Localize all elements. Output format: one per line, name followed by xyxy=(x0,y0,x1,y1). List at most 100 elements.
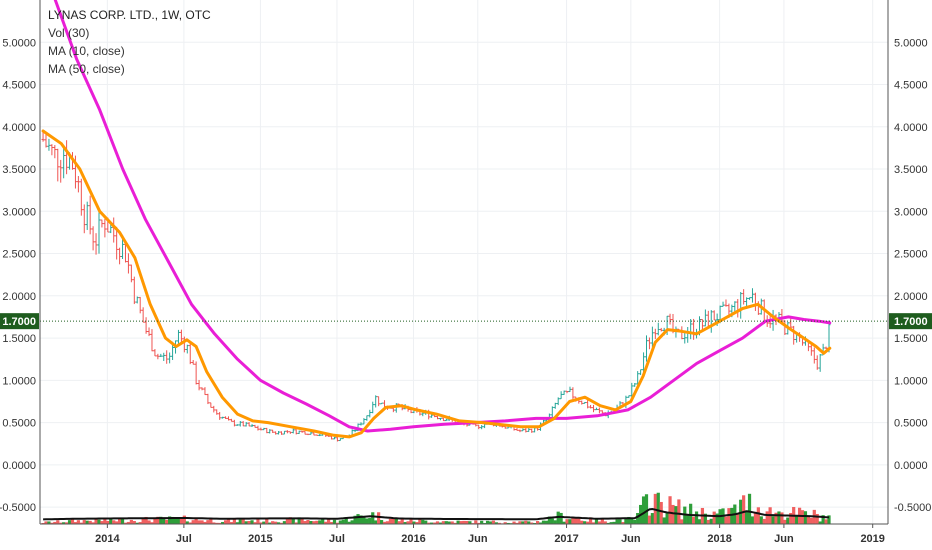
volume-bar xyxy=(117,518,122,524)
volume-bar xyxy=(135,522,139,524)
volume-bar xyxy=(609,522,613,524)
volume-bar xyxy=(203,521,207,524)
volume-bar xyxy=(659,501,663,524)
volume-bar xyxy=(359,515,363,524)
volume-bar xyxy=(268,522,272,524)
last-price-label-right: 1.7000 xyxy=(894,316,928,328)
volume-bar xyxy=(435,521,440,524)
volume-bar xyxy=(138,522,142,524)
x-tick-label: 2017 xyxy=(554,533,578,545)
volume-bar xyxy=(692,516,696,524)
volume-bar xyxy=(103,519,107,524)
volume-bars xyxy=(41,492,831,524)
volume-bar xyxy=(67,520,72,524)
volume-bar xyxy=(97,519,101,524)
volume-bar xyxy=(506,522,510,524)
volume-bar xyxy=(182,515,186,524)
volume-bar xyxy=(497,522,501,524)
volume-bar xyxy=(524,520,528,524)
volume-bar xyxy=(406,521,410,524)
volume-bar xyxy=(215,522,219,524)
volume-bar xyxy=(315,520,319,524)
volume-bar xyxy=(212,522,216,524)
volume-bar xyxy=(821,515,825,524)
volume-bar xyxy=(580,520,584,524)
volume-bar xyxy=(297,517,301,524)
volume-bar xyxy=(427,522,431,524)
volume-bar xyxy=(565,519,569,524)
volume-bar xyxy=(170,516,175,524)
volume-bar xyxy=(444,521,448,524)
volume-bar xyxy=(271,521,275,524)
volume-bar xyxy=(368,518,372,524)
volume-bar xyxy=(621,522,625,524)
volume-bar xyxy=(41,522,45,524)
volume-bar xyxy=(300,518,304,524)
volume-bar xyxy=(591,522,596,524)
volume-bar xyxy=(774,512,778,524)
x-tick-label: Jul xyxy=(176,533,192,545)
volume-bar xyxy=(644,494,649,524)
volume-bar xyxy=(703,513,707,524)
volume-bar xyxy=(188,522,192,524)
volume-bar xyxy=(112,520,116,524)
volume-bar xyxy=(630,517,634,524)
y-tick-label-right: 3.0000 xyxy=(894,206,928,218)
x-tick-label: Jun xyxy=(621,533,641,545)
volume-bar xyxy=(694,511,699,524)
volume-bar xyxy=(765,511,769,524)
volume-bar xyxy=(462,520,466,524)
volume-bar xyxy=(53,521,57,524)
volume-bar xyxy=(326,518,331,524)
volume-bar xyxy=(132,521,136,524)
volume-bar xyxy=(544,520,549,524)
volume-bar xyxy=(197,520,201,524)
volume-bar xyxy=(409,518,413,524)
volume-bar xyxy=(259,522,263,524)
volume-bar xyxy=(527,521,531,524)
y-tick-label-left: 3.5000 xyxy=(2,164,36,176)
y-tick-label-right: 0.0000 xyxy=(894,460,928,472)
y-tick-label-left: 5.0000 xyxy=(2,37,36,49)
volume-bar xyxy=(70,519,75,524)
volume-bar xyxy=(697,519,702,524)
volume-bar xyxy=(229,522,234,524)
volume-bar xyxy=(665,513,669,524)
volume-bar xyxy=(394,518,398,524)
volume-bar xyxy=(129,519,133,524)
y-tick-label-left: 1.5000 xyxy=(2,333,36,345)
volume-bar xyxy=(562,521,566,524)
volume-bar xyxy=(662,517,666,524)
volume-bar xyxy=(276,522,281,524)
volume-bar xyxy=(494,522,498,524)
volume-bar xyxy=(615,519,619,524)
volume-bar xyxy=(650,513,654,524)
volume-bar xyxy=(338,520,342,524)
ma10-path xyxy=(41,129,832,439)
volume-bar xyxy=(594,519,599,524)
volume-bar xyxy=(47,521,51,524)
volume-bar xyxy=(512,521,516,524)
volume-bar xyxy=(618,519,622,524)
last-price-line: 1.7000 1.7000 xyxy=(0,313,932,330)
volume-bar xyxy=(530,522,534,524)
volume-bar xyxy=(365,518,369,524)
volume-bar xyxy=(303,521,307,524)
volume-bar xyxy=(120,518,125,524)
volume-bar xyxy=(400,518,404,524)
x-tick-label: 2016 xyxy=(401,533,425,545)
volume-bar xyxy=(677,499,681,524)
volume-bar xyxy=(223,520,228,524)
y-tick-label-left: 0.0000 xyxy=(2,460,36,472)
volume-bar xyxy=(306,519,310,524)
volume-bar xyxy=(815,513,819,524)
volume-bar xyxy=(100,521,104,524)
volume-bar xyxy=(282,521,287,524)
y-tick-label-right: 4.5000 xyxy=(894,80,928,92)
x-tick-label: Jul xyxy=(329,533,345,545)
volume-bar xyxy=(541,520,546,524)
volume-bar xyxy=(674,506,678,524)
volume-bar xyxy=(762,518,766,524)
x-tick-label: 2015 xyxy=(248,533,272,545)
